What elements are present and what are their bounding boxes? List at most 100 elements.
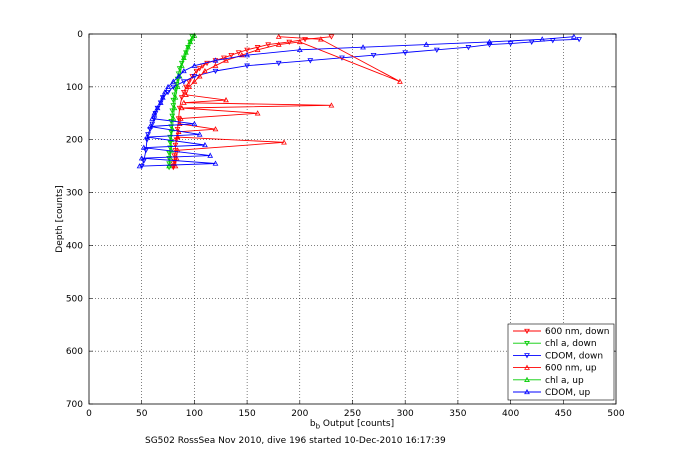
data-point-marker <box>204 60 210 67</box>
chart-caption: SG502 RossSea Nov 2010, dive 196 started… <box>145 436 446 446</box>
data-point-marker <box>370 52 377 59</box>
data-point-marker <box>223 97 229 103</box>
y-tick-label: 300 <box>66 189 83 199</box>
data-point-marker <box>191 74 198 80</box>
data-point-marker <box>154 104 161 111</box>
data-point-marker <box>144 137 150 143</box>
data-point-marker <box>576 37 582 43</box>
data-point-marker <box>180 67 187 74</box>
legend-items: 600 nm, down chl a, down CDOM, down 600 nm,… <box>513 327 610 398</box>
legend-entry: CDOM, up <box>513 388 590 398</box>
series-line <box>174 36 401 167</box>
data-point-marker <box>172 163 179 169</box>
data-point-marker <box>168 136 175 142</box>
data-point-marker <box>193 68 200 75</box>
series-layer <box>136 32 582 171</box>
data-point-marker <box>180 89 187 96</box>
data-point-marker <box>254 45 261 51</box>
data-point-marker <box>539 36 546 42</box>
x-tick-label: 400 <box>502 409 519 419</box>
x-tick-label: 250 <box>344 409 361 419</box>
y-tick-label: 100 <box>66 83 83 93</box>
data-point-marker <box>202 67 208 74</box>
data-point-marker <box>212 126 219 132</box>
data-point-marker <box>254 46 261 53</box>
data-point-marker <box>170 78 177 84</box>
data-point-marker <box>191 78 198 84</box>
legend-entry: chl a, down <box>513 339 597 349</box>
tick-layer: 0 50 100 150 200 250 300 350 400 450 500 0 100 200 300… <box>66 30 625 419</box>
data-point-marker <box>296 38 303 45</box>
data-point-marker <box>165 83 171 90</box>
data-point-marker <box>183 91 189 97</box>
data-point-marker <box>570 33 577 39</box>
data-point-marker <box>136 163 143 169</box>
data-point-marker <box>172 94 179 100</box>
data-point-marker <box>275 41 282 47</box>
legend-entry: chl a, up <box>513 376 584 386</box>
data-point-marker <box>302 37 308 43</box>
x-tick-label: 50 <box>136 409 148 419</box>
data-point-marker <box>147 126 154 133</box>
y-tick-label: 700 <box>66 400 83 410</box>
data-point-marker <box>423 41 430 47</box>
data-point-marker <box>183 49 189 55</box>
data-point-marker <box>178 104 185 111</box>
data-point-marker <box>254 110 261 116</box>
data-point-marker <box>328 102 335 108</box>
data-point-marker <box>140 144 147 150</box>
data-point-marker <box>328 34 335 40</box>
legend-label: CDOM, down <box>545 351 603 361</box>
x-tick-label: 300 <box>397 409 414 419</box>
x-tick-label: 350 <box>449 409 466 419</box>
data-point-marker <box>172 142 179 149</box>
data-point-marker <box>196 73 203 79</box>
data-point-marker <box>159 94 166 100</box>
data-point-marker <box>212 68 219 75</box>
data-point-marker <box>170 84 177 90</box>
legend-entry: 600 nm, down <box>513 327 610 337</box>
data-point-marker <box>212 57 219 63</box>
data-point-marker <box>178 95 185 101</box>
data-point-marker <box>175 73 182 79</box>
data-point-marker <box>307 58 314 64</box>
legend: 600 nm, down chl a, down CDOM, down 600 nm,… <box>507 323 615 401</box>
x-axis-label: bb Output [counts] <box>310 419 394 431</box>
data-point-marker <box>196 66 203 72</box>
data-point-marker <box>507 41 514 47</box>
data-point-marker <box>244 63 250 69</box>
data-point-marker <box>265 42 272 48</box>
data-point-marker <box>177 115 184 121</box>
data-point-marker <box>244 47 250 53</box>
legend-label: chl a, down <box>545 339 597 349</box>
legend-box <box>507 323 615 401</box>
data-point-marker <box>138 155 145 161</box>
series-line <box>139 36 574 167</box>
data-point-marker <box>191 120 198 127</box>
data-point-marker <box>244 52 250 58</box>
data-point-marker <box>169 126 176 132</box>
data-point-marker <box>178 62 185 68</box>
data-point-marker <box>149 115 156 121</box>
data-point-marker <box>235 50 242 56</box>
data-point-marker <box>185 44 191 50</box>
data-point-marker <box>171 104 178 111</box>
data-point-marker <box>296 46 303 53</box>
x-tick-label: 500 <box>607 409 624 419</box>
data-point-marker <box>433 47 440 53</box>
legend-marker <box>524 341 530 347</box>
data-point-marker <box>196 131 203 137</box>
data-point-marker <box>207 152 214 158</box>
data-point-marker <box>223 57 229 63</box>
x-tick-label: 150 <box>239 409 256 419</box>
data-point-marker <box>165 89 171 96</box>
data-point-marker <box>212 160 219 166</box>
x-tick-label: 200 <box>291 409 308 419</box>
data-point-marker <box>151 110 158 116</box>
legend-entry: CDOM, down <box>513 351 603 361</box>
data-point-marker <box>212 62 219 68</box>
y-tick-label: 200 <box>66 136 83 146</box>
data-point-marker <box>166 161 172 167</box>
data-point-marker <box>187 38 194 45</box>
